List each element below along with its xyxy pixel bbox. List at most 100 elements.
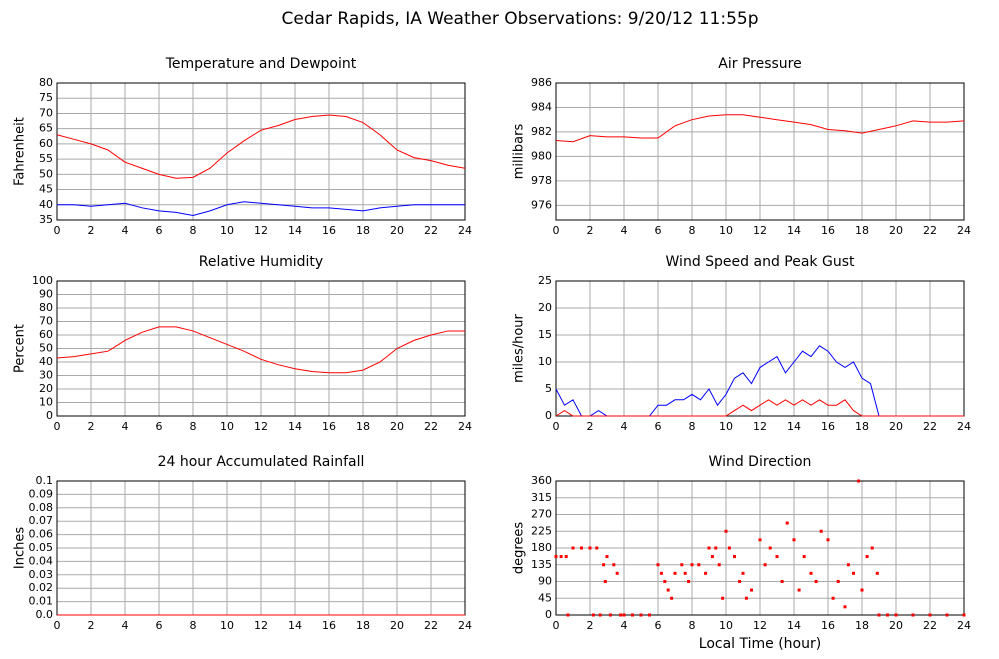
y-tick-label: 80: [39, 301, 53, 314]
data-point: [860, 588, 864, 592]
x-tick-label: 8: [689, 619, 696, 632]
x-tick-label: 14: [787, 224, 801, 237]
data-point: [741, 571, 745, 575]
data-point: [659, 571, 663, 575]
x-tick-label: 12: [254, 224, 268, 237]
data-point: [639, 613, 643, 617]
data-point: [750, 588, 753, 592]
y-tick-label: 0.08: [29, 501, 54, 514]
x-tick-label: 10: [719, 224, 733, 237]
x-tick-label: 2: [587, 224, 594, 237]
data-point: [663, 580, 667, 583]
data-point: [738, 580, 742, 583]
data-point: [656, 563, 660, 567]
x-tick-label: 6: [156, 619, 163, 632]
y-axis-label: millibars: [512, 124, 527, 180]
data-point: [928, 613, 932, 617]
data-point: [721, 596, 725, 600]
x-tick-label: 16: [821, 420, 835, 433]
x-tick-label: 24: [957, 420, 971, 433]
x-tick-label: 22: [424, 224, 438, 237]
x-tick-label: 14: [288, 619, 302, 632]
x-tick-label: 6: [156, 420, 163, 433]
data-point: [768, 546, 772, 550]
data-point: [865, 555, 869, 559]
x-tick-label: 2: [88, 224, 95, 237]
data-point: [733, 555, 736, 559]
data-point: [559, 555, 563, 559]
x-tick-label: 2: [88, 420, 95, 433]
x-tick-label: 18: [356, 420, 370, 433]
x-tick-label: 0: [54, 224, 61, 237]
y-tick-label: 225: [531, 524, 552, 537]
x-tick-label: 16: [322, 619, 336, 632]
x-tick-label: 6: [655, 619, 662, 632]
x-tick-label: 6: [655, 224, 662, 237]
data-point: [710, 555, 714, 559]
x-tick-label: 8: [689, 224, 696, 237]
data-point: [717, 563, 721, 567]
data-point: [595, 546, 599, 550]
y-tick-label: 65: [39, 122, 53, 135]
x-tick-label: 10: [220, 224, 234, 237]
data-point: [826, 538, 830, 542]
y-tick-label: 0.01: [29, 595, 54, 608]
x-tick-label: 2: [88, 619, 95, 632]
data-point: [571, 546, 575, 550]
x-tick-label: 8: [190, 224, 197, 237]
data-point: [588, 546, 592, 550]
data-point: [603, 580, 607, 583]
data-line: [56, 114, 466, 179]
x-tick-label: 2: [587, 619, 594, 632]
data-point: [819, 529, 823, 533]
data-point: [564, 555, 568, 559]
data-point: [615, 571, 619, 575]
data-point: [554, 555, 558, 559]
x-tick-label: 22: [424, 619, 438, 632]
data-point: [591, 613, 595, 617]
x-tick-label: 6: [655, 420, 662, 433]
data-point: [697, 563, 701, 567]
y-tick-label: 90: [538, 575, 552, 588]
y-tick-label: 980: [531, 149, 552, 162]
data-point: [886, 613, 889, 617]
chart-title: Wind Direction: [709, 454, 812, 470]
y-tick-label: 60: [39, 328, 53, 341]
y-tick-label: 270: [531, 508, 552, 521]
x-axis-label: Local Time (hour): [699, 636, 821, 652]
data-point: [758, 538, 762, 542]
data-point: [670, 596, 674, 600]
x-tick-label: 20: [390, 420, 404, 433]
data-point: [602, 563, 606, 567]
data-point: [894, 613, 898, 617]
data-point: [631, 613, 634, 617]
y-tick-label: 50: [39, 342, 53, 355]
y-tick-label: 25: [538, 274, 552, 287]
x-tick-label: 14: [288, 224, 302, 237]
x-tick-label: 0: [54, 420, 61, 433]
data-point: [797, 588, 801, 592]
y-tick-label: 0.1: [36, 474, 54, 487]
y-tick-label: 976: [531, 198, 552, 211]
y-tick-label: 20: [538, 301, 552, 314]
y-tick-label: 10: [538, 355, 552, 368]
x-tick-label: 4: [621, 224, 628, 237]
x-tick-label: 0: [553, 420, 560, 433]
x-tick-label: 4: [621, 619, 628, 632]
y-tick-label: 80: [39, 76, 53, 89]
x-tick-label: 24: [957, 224, 971, 237]
x-tick-label: 8: [190, 619, 197, 632]
data-point: [687, 580, 691, 583]
x-tick-label: 18: [855, 224, 869, 237]
y-tick-label: 50: [39, 167, 53, 180]
y-tick-label: 360: [531, 474, 552, 487]
x-tick-label: 6: [156, 224, 163, 237]
x-tick-label: 18: [356, 619, 370, 632]
data-point: [622, 613, 626, 617]
y-tick-label: 70: [39, 106, 53, 119]
x-tick-label: 20: [889, 619, 903, 632]
data-point: [962, 613, 966, 617]
x-tick-label: 10: [719, 420, 733, 433]
x-tick-label: 12: [753, 619, 767, 632]
